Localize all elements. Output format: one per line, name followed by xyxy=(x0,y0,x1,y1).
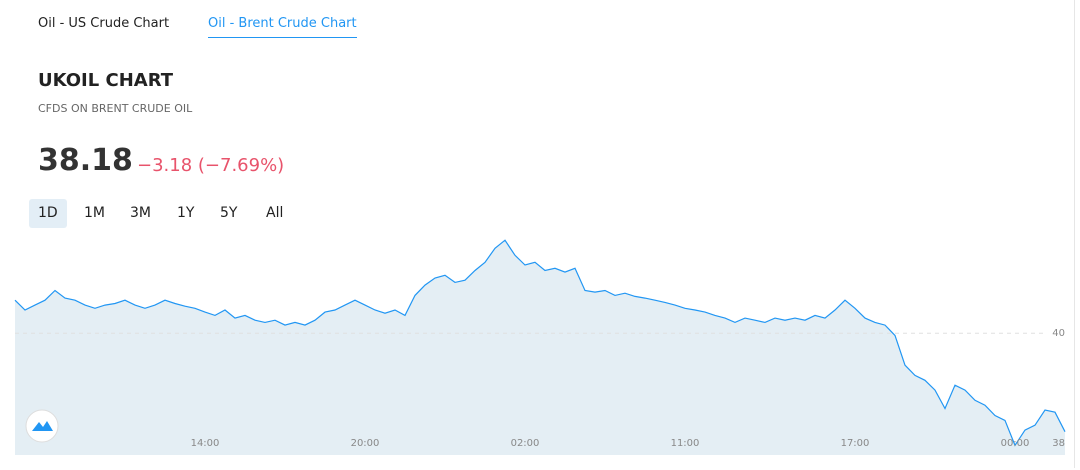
last-value-label: 38 xyxy=(1052,438,1065,449)
range-button[interactable]: 5Y xyxy=(220,205,238,221)
range-button[interactable]: All xyxy=(266,205,284,221)
x-tick-label: 20:00 xyxy=(351,438,380,449)
x-tick-label: 02:00 xyxy=(511,438,540,449)
x-tick-label: 11:00 xyxy=(671,438,700,449)
area xyxy=(15,240,1065,455)
logo[interactable] xyxy=(25,409,59,443)
range-button[interactable]: 1D xyxy=(29,199,67,228)
range-button[interactable]: 3M xyxy=(130,205,151,221)
line xyxy=(14,239,1066,447)
range-button[interactable]: 1M xyxy=(84,205,105,221)
price-change: −3.18 (−7.69%) xyxy=(137,155,285,176)
price: 38.18 xyxy=(38,143,133,178)
subtitle: CFDS ON BRENT CRUDE OIL xyxy=(38,102,193,115)
x-tick-label: 17:00 xyxy=(841,438,870,449)
y-tick-label: 40 xyxy=(1052,328,1065,339)
x-tick-label: 00:00 xyxy=(1001,438,1030,449)
title: UKOIL CHART xyxy=(38,70,174,91)
tab[interactable]: Oil - US Crude Chart xyxy=(38,16,170,31)
range-button[interactable]: 1Y xyxy=(177,205,195,221)
tab-active[interactable]: Oil - Brent Crude Chart xyxy=(208,16,357,38)
x-tick-label: 14:00 xyxy=(191,438,220,449)
